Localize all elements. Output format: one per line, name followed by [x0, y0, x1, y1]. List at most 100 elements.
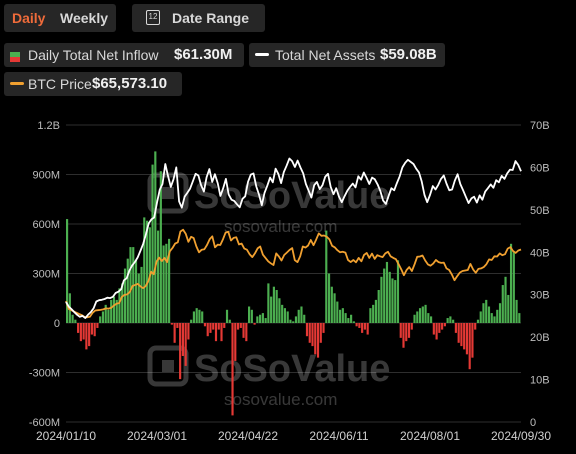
x-tick-label: 2024/06/11: [309, 429, 368, 443]
inflow-bar: [179, 323, 182, 380]
inflow-bar: [374, 299, 378, 323]
inflow-bar: [286, 311, 289, 323]
inflow-bar: [413, 314, 416, 323]
inflow-bar: [253, 323, 256, 325]
inflow-bar: [239, 323, 242, 328]
legend-label: Daily Total Net Inflow: [28, 47, 159, 63]
inflow-bar: [187, 323, 190, 340]
inflow-bar: [104, 304, 107, 323]
inflow-bar: [443, 323, 446, 327]
inflow-bar: [405, 323, 408, 342]
inflow-bar: [441, 323, 444, 330]
inflow-bar: [234, 323, 237, 361]
inflow-bar: [297, 309, 300, 323]
inflow-bar: [107, 309, 110, 323]
x-tick-label: 2024/09/30: [491, 429, 551, 443]
inflow-bar: [267, 283, 270, 323]
inflow-bar: [231, 323, 234, 416]
inflow-bar: [410, 323, 413, 330]
brand-logo-icon: [147, 345, 189, 387]
inflow-bar: [474, 323, 477, 330]
inflow-bar: [126, 258, 129, 323]
inflow-bar: [173, 323, 176, 343]
legend-item-daily-net-inflow[interactable]: Daily Total Net Inflow $61.30M: [4, 43, 244, 67]
inflow-bar: [339, 309, 342, 323]
inflow-bar: [259, 314, 262, 323]
inflow-bar: [79, 323, 82, 342]
inflow-bar: [272, 286, 275, 323]
inflow-bar: [344, 313, 347, 323]
inflow-bar: [325, 230, 328, 323]
inflow-bar: [446, 318, 449, 323]
tab-daily[interactable]: Daily: [12, 10, 46, 26]
watermark-layer: SoSoValue sosovalue.com SoSoValue sosova…: [147, 172, 390, 409]
inflow-bar: [198, 309, 201, 323]
inflow-bar: [176, 323, 179, 328]
inflow-bar: [85, 323, 88, 350]
inflow-bar: [476, 319, 480, 323]
inflow-bar: [292, 321, 295, 323]
inflow-bar: [460, 323, 463, 347]
legend-item-total-net-assets[interactable]: Total Net Assets $59.08B: [249, 43, 445, 67]
inflow-bar: [424, 304, 427, 323]
y-right-tick-label: 20B: [530, 332, 550, 344]
tab-weekly[interactable]: Weekly: [60, 10, 108, 26]
legend-item-btc-price[interactable]: BTC Price $65,573.10: [4, 72, 182, 96]
inflow-bar: [501, 285, 504, 323]
inflow-bar: [140, 266, 143, 323]
inflow-bar: [212, 323, 215, 330]
inflow-bar: [181, 323, 184, 356]
line-swatch-icon: [10, 82, 24, 85]
inflow-bar: [372, 304, 375, 323]
inflow-bar: [385, 261, 389, 323]
inflow-bar: [407, 323, 411, 338]
inflow-bar: [192, 311, 196, 323]
inflow-bar: [242, 323, 245, 338]
inflow-bar: [214, 323, 218, 342]
inflow-bar: [236, 323, 240, 330]
inflow-bar: [394, 280, 397, 323]
inflow-bar: [482, 303, 485, 323]
inflow-bar: [311, 323, 314, 347]
inflow-bar: [145, 220, 149, 323]
inflow-bar: [336, 301, 339, 323]
watermark-url: sosovalue.com: [224, 390, 337, 409]
inflow-bar: [507, 294, 510, 323]
inflow-bar: [369, 308, 372, 323]
inflow-bar: [74, 319, 77, 323]
inflow-bar: [396, 260, 400, 323]
inflow-bar: [363, 323, 366, 330]
date-range-button[interactable]: 12 Date Range: [132, 4, 265, 32]
y-left-tick-label: 1.2B: [37, 120, 60, 132]
inflow-bar: [402, 323, 405, 348]
inflow-bar: [432, 323, 435, 335]
y-right-tick-label: 10B: [530, 375, 550, 387]
inflow-bar: [283, 308, 287, 323]
inflow-bar: [90, 323, 93, 335]
line-swatch-icon: [255, 53, 269, 56]
inflow-bar: [509, 243, 513, 323]
inflow-bar: [316, 323, 320, 358]
inflow-bar: [82, 323, 85, 340]
inflow-bar: [203, 323, 207, 327]
inflow-bar: [162, 245, 165, 323]
inflow-bar: [220, 323, 223, 342]
inflow-bar: [449, 316, 452, 323]
inflow-bar: [380, 276, 383, 323]
y-left-tick-label: 0: [54, 318, 60, 330]
inflow-bar: [327, 273, 331, 323]
y-right-tick-label: 40B: [530, 247, 550, 259]
inflow-bar: [438, 323, 441, 333]
inflow-bar: [99, 316, 102, 323]
inflow-bar: [454, 323, 457, 333]
inflow-bar: [418, 308, 422, 323]
y-left-tick-label: 900M: [32, 170, 60, 182]
inflow-bar: [322, 323, 325, 333]
inflow-bar: [165, 243, 168, 323]
inflow-bar: [275, 290, 278, 323]
y-right-tick-label: 0: [530, 417, 536, 429]
y-left-tick-label: -600M: [29, 417, 60, 429]
axes: 1.2B 900M 600M 300M 0 -300M -600M 70B 60B 50B 40B 3…: [29, 120, 552, 443]
inflow-bar: [383, 268, 386, 323]
